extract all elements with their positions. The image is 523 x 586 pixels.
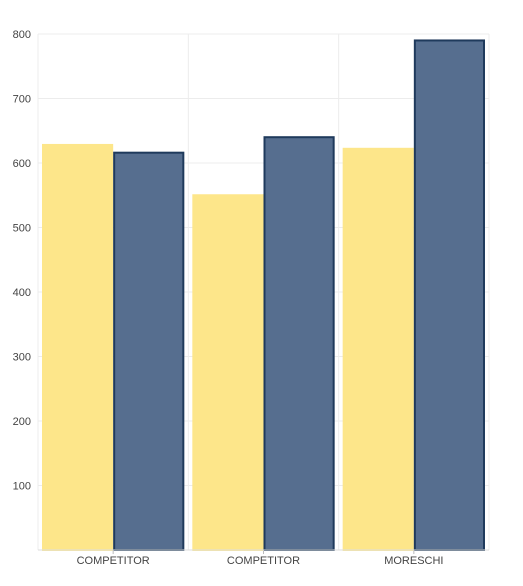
grid <box>37 33 490 550</box>
y-tick-label: 700 <box>13 94 31 106</box>
y-tick-label: 200 <box>13 416 31 428</box>
y-tick-label: 400 <box>13 287 31 299</box>
bar-series-1-1 <box>42 143 114 551</box>
bar-series-1-3 <box>342 147 414 551</box>
x-tick-label: MORESCHI <box>384 555 443 567</box>
bar-series-2-1 <box>113 151 185 551</box>
bar-series-1-2 <box>192 194 264 551</box>
y-tick-label: 800 <box>13 29 31 41</box>
y-tick-label: 500 <box>13 223 31 235</box>
axes: 100 200 300 400 500 600 700 800 COMPETITOR COMPET… <box>13 29 489 567</box>
bars <box>42 39 486 551</box>
y-tick-label: 100 <box>13 481 31 493</box>
bar-series-2-3 <box>413 39 486 551</box>
x-tick-label: COMPETITOR <box>227 555 300 567</box>
bar-series-2-2 <box>263 136 335 551</box>
y-tick-label: 300 <box>13 352 31 364</box>
x-tick-label: COMPETITOR <box>77 555 150 567</box>
y-tick-label: 600 <box>13 158 31 170</box>
